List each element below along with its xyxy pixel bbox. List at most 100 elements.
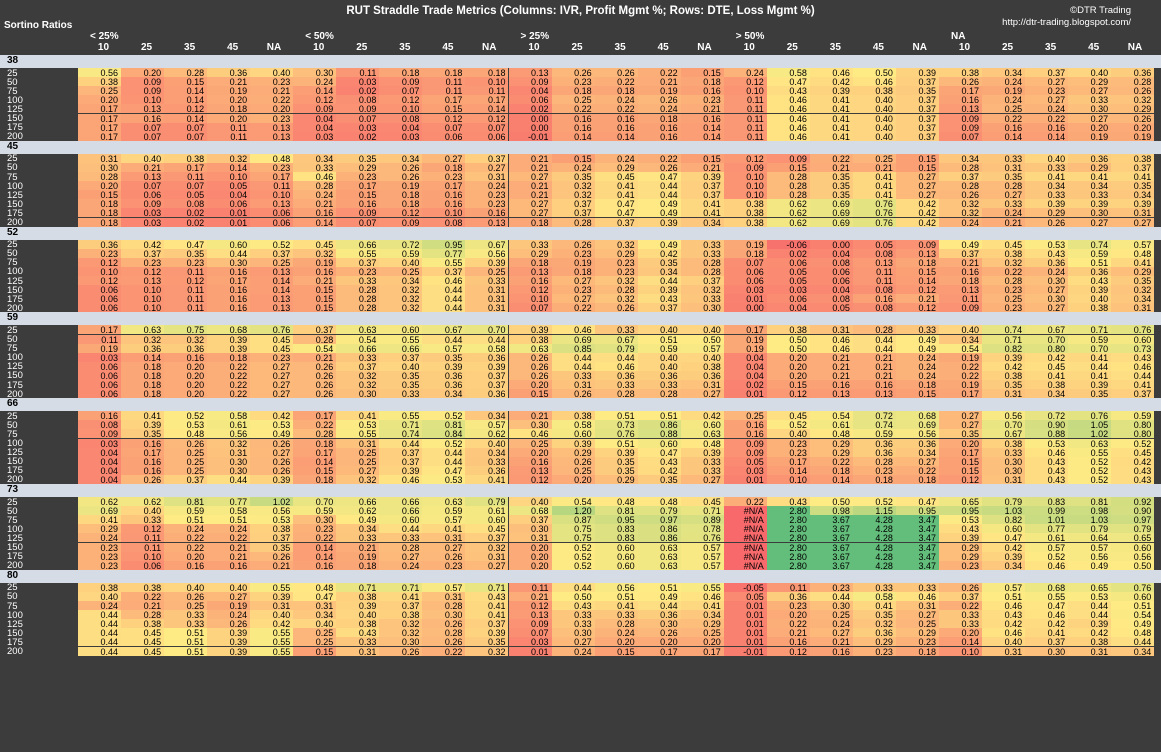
- heatmap-cell: 0.03: [508, 637, 552, 647]
- heatmap-cell: 3.47: [895, 515, 939, 525]
- col-header: 10: [958, 42, 971, 53]
- heatmap-cell: 0.16: [207, 560, 251, 570]
- row-label: 50: [7, 248, 18, 260]
- heatmap-cell: 0.38: [939, 68, 983, 78]
- heatmap-cell: 0.55: [379, 411, 423, 421]
- heatmap-cell: 0.27: [895, 172, 939, 182]
- heatmap-cell: 0.42: [895, 208, 939, 218]
- heatmap-cell: 0.44: [422, 294, 466, 304]
- heatmap-cell: 0.40: [637, 325, 681, 335]
- heatmap-cell: 0.31: [422, 591, 466, 601]
- heatmap-cell: 0.37: [250, 533, 294, 543]
- heatmap-cell: 0.20: [939, 628, 983, 638]
- heatmap-cell: 0.38: [1068, 637, 1112, 647]
- heatmap-cell: 0.40: [637, 361, 681, 371]
- heatmap-cell: 0.22: [164, 533, 208, 543]
- heatmap-cell: 0.37: [422, 266, 466, 276]
- heatmap-cell: 0.52: [1025, 551, 1069, 561]
- heatmap-cell: -0.01: [508, 131, 552, 141]
- heatmap-cell: 0.56: [250, 506, 294, 516]
- heatmap-cell: 0.09: [939, 113, 983, 123]
- heatmap-cell: 0.28: [78, 172, 122, 182]
- heatmap-cell: 0.95: [939, 506, 983, 516]
- heatmap-cell: 0.11: [852, 266, 896, 276]
- heatmap-cell: 0.44: [207, 474, 251, 484]
- heatmap-cell: 0.24: [551, 162, 595, 172]
- heatmap-cell: 0.22: [637, 153, 681, 163]
- heatmap-cell: 0.10: [121, 551, 165, 561]
- heatmap-cell: 0.13: [121, 276, 165, 286]
- heatmap-cell: 0.48: [1111, 628, 1155, 638]
- heatmap-cell: 0.14: [594, 131, 638, 141]
- heatmap-cell: 0.16: [336, 199, 380, 209]
- heatmap-cell: 0.39: [207, 343, 251, 353]
- heatmap-cell: 0.20: [766, 610, 810, 620]
- section-dte-label: 59: [7, 312, 19, 324]
- col-header: 45: [1088, 42, 1100, 53]
- heatmap-cell: 0.14: [164, 113, 208, 123]
- heatmap-cell: 0.22: [895, 465, 939, 475]
- heatmap-cell: 0.42: [1111, 456, 1155, 466]
- heatmap-cell: 0.59: [422, 506, 466, 516]
- heatmap-cell: 0.52: [1068, 456, 1112, 466]
- heatmap-cell: 0.79: [1111, 524, 1155, 534]
- heatmap-cell: 0.36: [1068, 153, 1112, 163]
- heatmap-cell: 0.40: [852, 95, 896, 105]
- heatmap-cell: 0.09: [723, 438, 767, 448]
- heatmap-cell: 0.33: [379, 389, 423, 399]
- heatmap-cell: 0.27: [939, 411, 983, 421]
- heatmap-cell: 0.36: [422, 370, 466, 380]
- heatmap-cell: 0.07: [379, 86, 423, 96]
- heatmap-cell: 0.27: [680, 474, 724, 484]
- heatmap-cell: 0.24: [1025, 266, 1069, 276]
- heatmap-cell: 0.58: [766, 68, 810, 78]
- heatmap-cell: 0.82: [982, 343, 1026, 353]
- col-header: NA: [697, 42, 712, 53]
- heatmap-cell: 0.99: [1025, 506, 1069, 516]
- col-header: 35: [399, 42, 411, 53]
- heatmap-cell: 0.26: [1111, 86, 1155, 96]
- heatmap-cell: 0.17: [422, 181, 466, 191]
- heatmap-cell: 0.32: [207, 153, 251, 163]
- heatmap-cell: 0.07: [508, 303, 552, 313]
- heatmap-cell: 0.33: [465, 276, 509, 286]
- heatmap-cell: 0.33: [680, 456, 724, 466]
- heatmap-cell: 0.60: [1111, 591, 1155, 601]
- section-header: 59: [0, 312, 1161, 326]
- heatmap-cell: 0.43: [982, 610, 1026, 620]
- heatmap-cell: 0.57: [422, 515, 466, 525]
- heatmap-cell: 0.25: [164, 601, 208, 611]
- col-group-label: NA: [951, 31, 966, 42]
- heatmap-cell: 0.41: [809, 104, 853, 114]
- heatmap-cell: 0.25: [895, 619, 939, 629]
- heatmap-cell: 0.42: [895, 217, 939, 227]
- row-label: 175: [7, 379, 23, 391]
- heatmap-cell: 0.86: [637, 533, 681, 543]
- row-label: 175: [7, 465, 23, 477]
- heatmap-cell: 0.15: [293, 465, 337, 475]
- heatmap-cell: 0.27: [1068, 217, 1112, 227]
- heatmap-cell: 0.56: [982, 411, 1026, 421]
- heatmap-cell: 0.38: [551, 411, 595, 421]
- heatmap-cell: 0.89: [680, 515, 724, 525]
- heatmap-cell: 0.11: [465, 86, 509, 96]
- heatmap-cell: 0.81: [1068, 497, 1112, 507]
- heatmap-cell: 0.37: [637, 303, 681, 313]
- heatmap-cell: 0.30: [207, 456, 251, 466]
- heatmap-cell: 0.97: [637, 515, 681, 525]
- heatmap-cell: 0.01: [723, 628, 767, 638]
- heatmap-cell: 0.48: [637, 497, 681, 507]
- heatmap-cell: 0.49: [336, 515, 380, 525]
- heatmap-cell: 0.76: [594, 429, 638, 439]
- heatmap-cell: 0.53: [1025, 438, 1069, 448]
- heatmap-cell: 0.39: [680, 172, 724, 182]
- heatmap-cell: 0.36: [207, 68, 251, 78]
- heatmap-cell: 0.32: [551, 181, 595, 191]
- heatmap-cell: 0.45: [250, 343, 294, 353]
- row-label: 75: [7, 514, 18, 526]
- heatmap-cell: 0.18: [293, 438, 337, 448]
- section-header: 73: [0, 484, 1161, 497]
- heatmap-cell: 3.47: [895, 533, 939, 543]
- heatmap-cell: 0.56: [465, 248, 509, 258]
